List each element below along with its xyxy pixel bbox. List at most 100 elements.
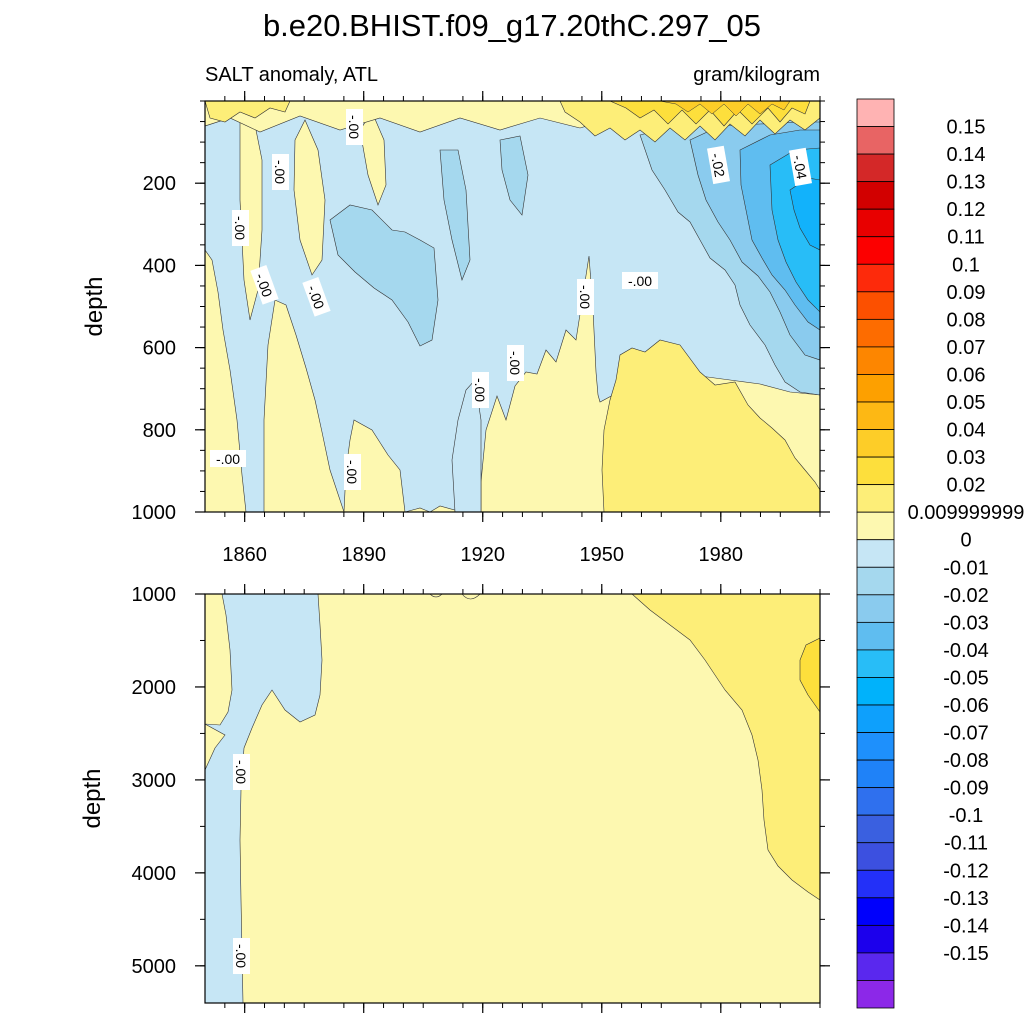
contour-field-lower	[205, 594, 820, 1003]
plot-panels: -.00 -.00 -.00 -.00 -.00 -.00 -.00 -.00 -.00 -.00…	[79, 91, 830, 1013]
svg-text:-.00: -.00	[472, 378, 488, 402]
plot-frame	[204, 593, 821, 1004]
panel-upper: -.00 -.00 -.00 -.00 -.00 -.00 -.00 -.00 -.00 -.00…	[81, 91, 830, 566]
colorbar-swatch	[856, 346, 895, 375]
x-tick-label: 1920	[460, 544, 505, 566]
x-tick-label: 1980	[699, 544, 744, 566]
contour-label: -.00	[250, 265, 279, 305]
colorbar-label: -0.01	[943, 557, 989, 579]
colorbar: 0.15 0.14 0.13 0.12 0.11 0.1 0.09 0.08 0.07 0.06 0…	[856, 98, 1024, 1009]
colorbar-swatch	[856, 759, 895, 789]
svg-text:-.00: -.00	[216, 451, 240, 467]
colorbar-swatch	[856, 456, 895, 486]
colorbar-label: 0.02	[947, 475, 986, 497]
x-tick-label: 1860	[222, 544, 267, 566]
panel-lower: -.00 -.00 1000 2000 3000 4000 5000 depth	[79, 584, 830, 1013]
colorbar-swatch	[856, 98, 895, 127]
colorbar-label: 0.15	[947, 117, 986, 139]
y-tick-label: 2000	[132, 677, 177, 699]
colorbar-label: 0.06	[947, 364, 986, 386]
svg-text:-.00: -.00	[304, 283, 327, 311]
colorbar-label: -0.11	[944, 833, 988, 855]
contour-label: -.00	[233, 754, 250, 790]
colorbar-label: 0.04	[947, 420, 986, 442]
svg-text:-.04: -.04	[790, 154, 810, 181]
y-tick-label: 400	[143, 255, 176, 277]
colorbar-label: 0.13	[947, 172, 986, 194]
svg-text:-.00: -.00	[577, 285, 593, 309]
contour-label: -.00	[344, 454, 361, 490]
contour-label: -.00	[507, 345, 524, 381]
y-tick-label: 3000	[132, 770, 177, 792]
colorbar-label: 0	[960, 530, 971, 552]
y-tick-label: 800	[143, 420, 176, 442]
y-axis-title: depth	[81, 276, 108, 336]
colorbar-swatch	[856, 208, 895, 238]
svg-text:-.00: -.00	[346, 115, 362, 139]
colorbar-swatch	[856, 704, 895, 733]
y-tick-label: 200	[143, 173, 176, 195]
colorbar-label: -0.07	[943, 723, 989, 745]
contour-label: -.00	[622, 272, 658, 289]
colorbar-swatch	[856, 869, 895, 899]
colorbar-label: -0.02	[943, 585, 989, 607]
colorbar-label: 0.09	[947, 282, 986, 304]
colorbar-swatch	[856, 952, 895, 981]
colorbar-label: 0.05	[947, 392, 986, 414]
svg-text:-.00: -.00	[507, 351, 523, 375]
colorbar-label: 0.11	[947, 227, 984, 249]
contour-label: -.00	[346, 109, 363, 145]
colorbar-label: 0.12	[947, 199, 986, 221]
x-tick-label: 1890	[341, 544, 386, 566]
colorbar-label: -0.05	[943, 667, 989, 689]
colorbar-swatch	[856, 621, 895, 651]
chart-subtitle-left: SALT anomaly, ATL	[205, 64, 378, 86]
colorbar-label: 0.03	[947, 447, 986, 469]
y-tick-label: 1000	[132, 502, 177, 524]
contour-label: -.00	[232, 210, 249, 246]
colorbar-swatch	[856, 539, 895, 568]
colorbar-swatch	[856, 980, 895, 1009]
colorbar-swatch	[856, 511, 895, 541]
svg-text:-.00: -.00	[232, 216, 248, 240]
colorbar-swatch	[856, 787, 895, 816]
colorbar-label: -0.14	[943, 915, 989, 937]
chart-units-label: gram/kilogram	[693, 64, 820, 86]
colorbar-label: 0.14	[947, 144, 986, 166]
svg-text:-.00: -.00	[272, 160, 288, 184]
colorbar-swatch	[856, 814, 895, 844]
colorbar-label: -0.13	[943, 888, 989, 910]
colorbar-label: -0.1	[949, 805, 983, 827]
contour-field-upper	[205, 101, 820, 512]
y-tick-label: 600	[143, 338, 176, 360]
colorbar-swatch	[856, 236, 895, 265]
colorbar-swatch	[856, 677, 895, 706]
colorbar-label: 0.1	[952, 254, 980, 276]
x-tick-label: 1950	[580, 544, 625, 566]
svg-text:-.00: -.00	[233, 944, 249, 968]
y-axis-title: depth	[79, 768, 106, 828]
colorbar-swatch	[856, 126, 895, 155]
colorbar-label: 0.08	[947, 309, 986, 331]
colorbar-swatch	[856, 318, 895, 348]
contour-label: -.00	[302, 277, 331, 317]
colorbar-label: 0.07	[947, 337, 986, 359]
colorbar-swatch	[856, 594, 895, 623]
svg-text:-.00: -.00	[628, 273, 652, 289]
contour-label: -.02	[706, 145, 730, 185]
colorbar-label: -0.09	[943, 778, 989, 800]
contour-label: -.04	[788, 147, 812, 187]
colorbar-label: -0.12	[943, 860, 989, 882]
contour-label: -.00	[272, 154, 289, 190]
colorbar-label: -0.04	[943, 640, 989, 662]
colorbar-swatch	[856, 429, 895, 458]
colorbar-swatch	[856, 263, 895, 293]
colorbar-swatch	[856, 842, 895, 871]
svg-text:-.00: -.00	[344, 460, 360, 484]
y-tick-label: 5000	[132, 956, 177, 978]
colorbar-label: -0.03	[943, 612, 989, 634]
y-tick-label: 4000	[132, 863, 177, 885]
contour-label: -.00	[233, 938, 250, 974]
colorbar-swatch	[856, 566, 895, 596]
